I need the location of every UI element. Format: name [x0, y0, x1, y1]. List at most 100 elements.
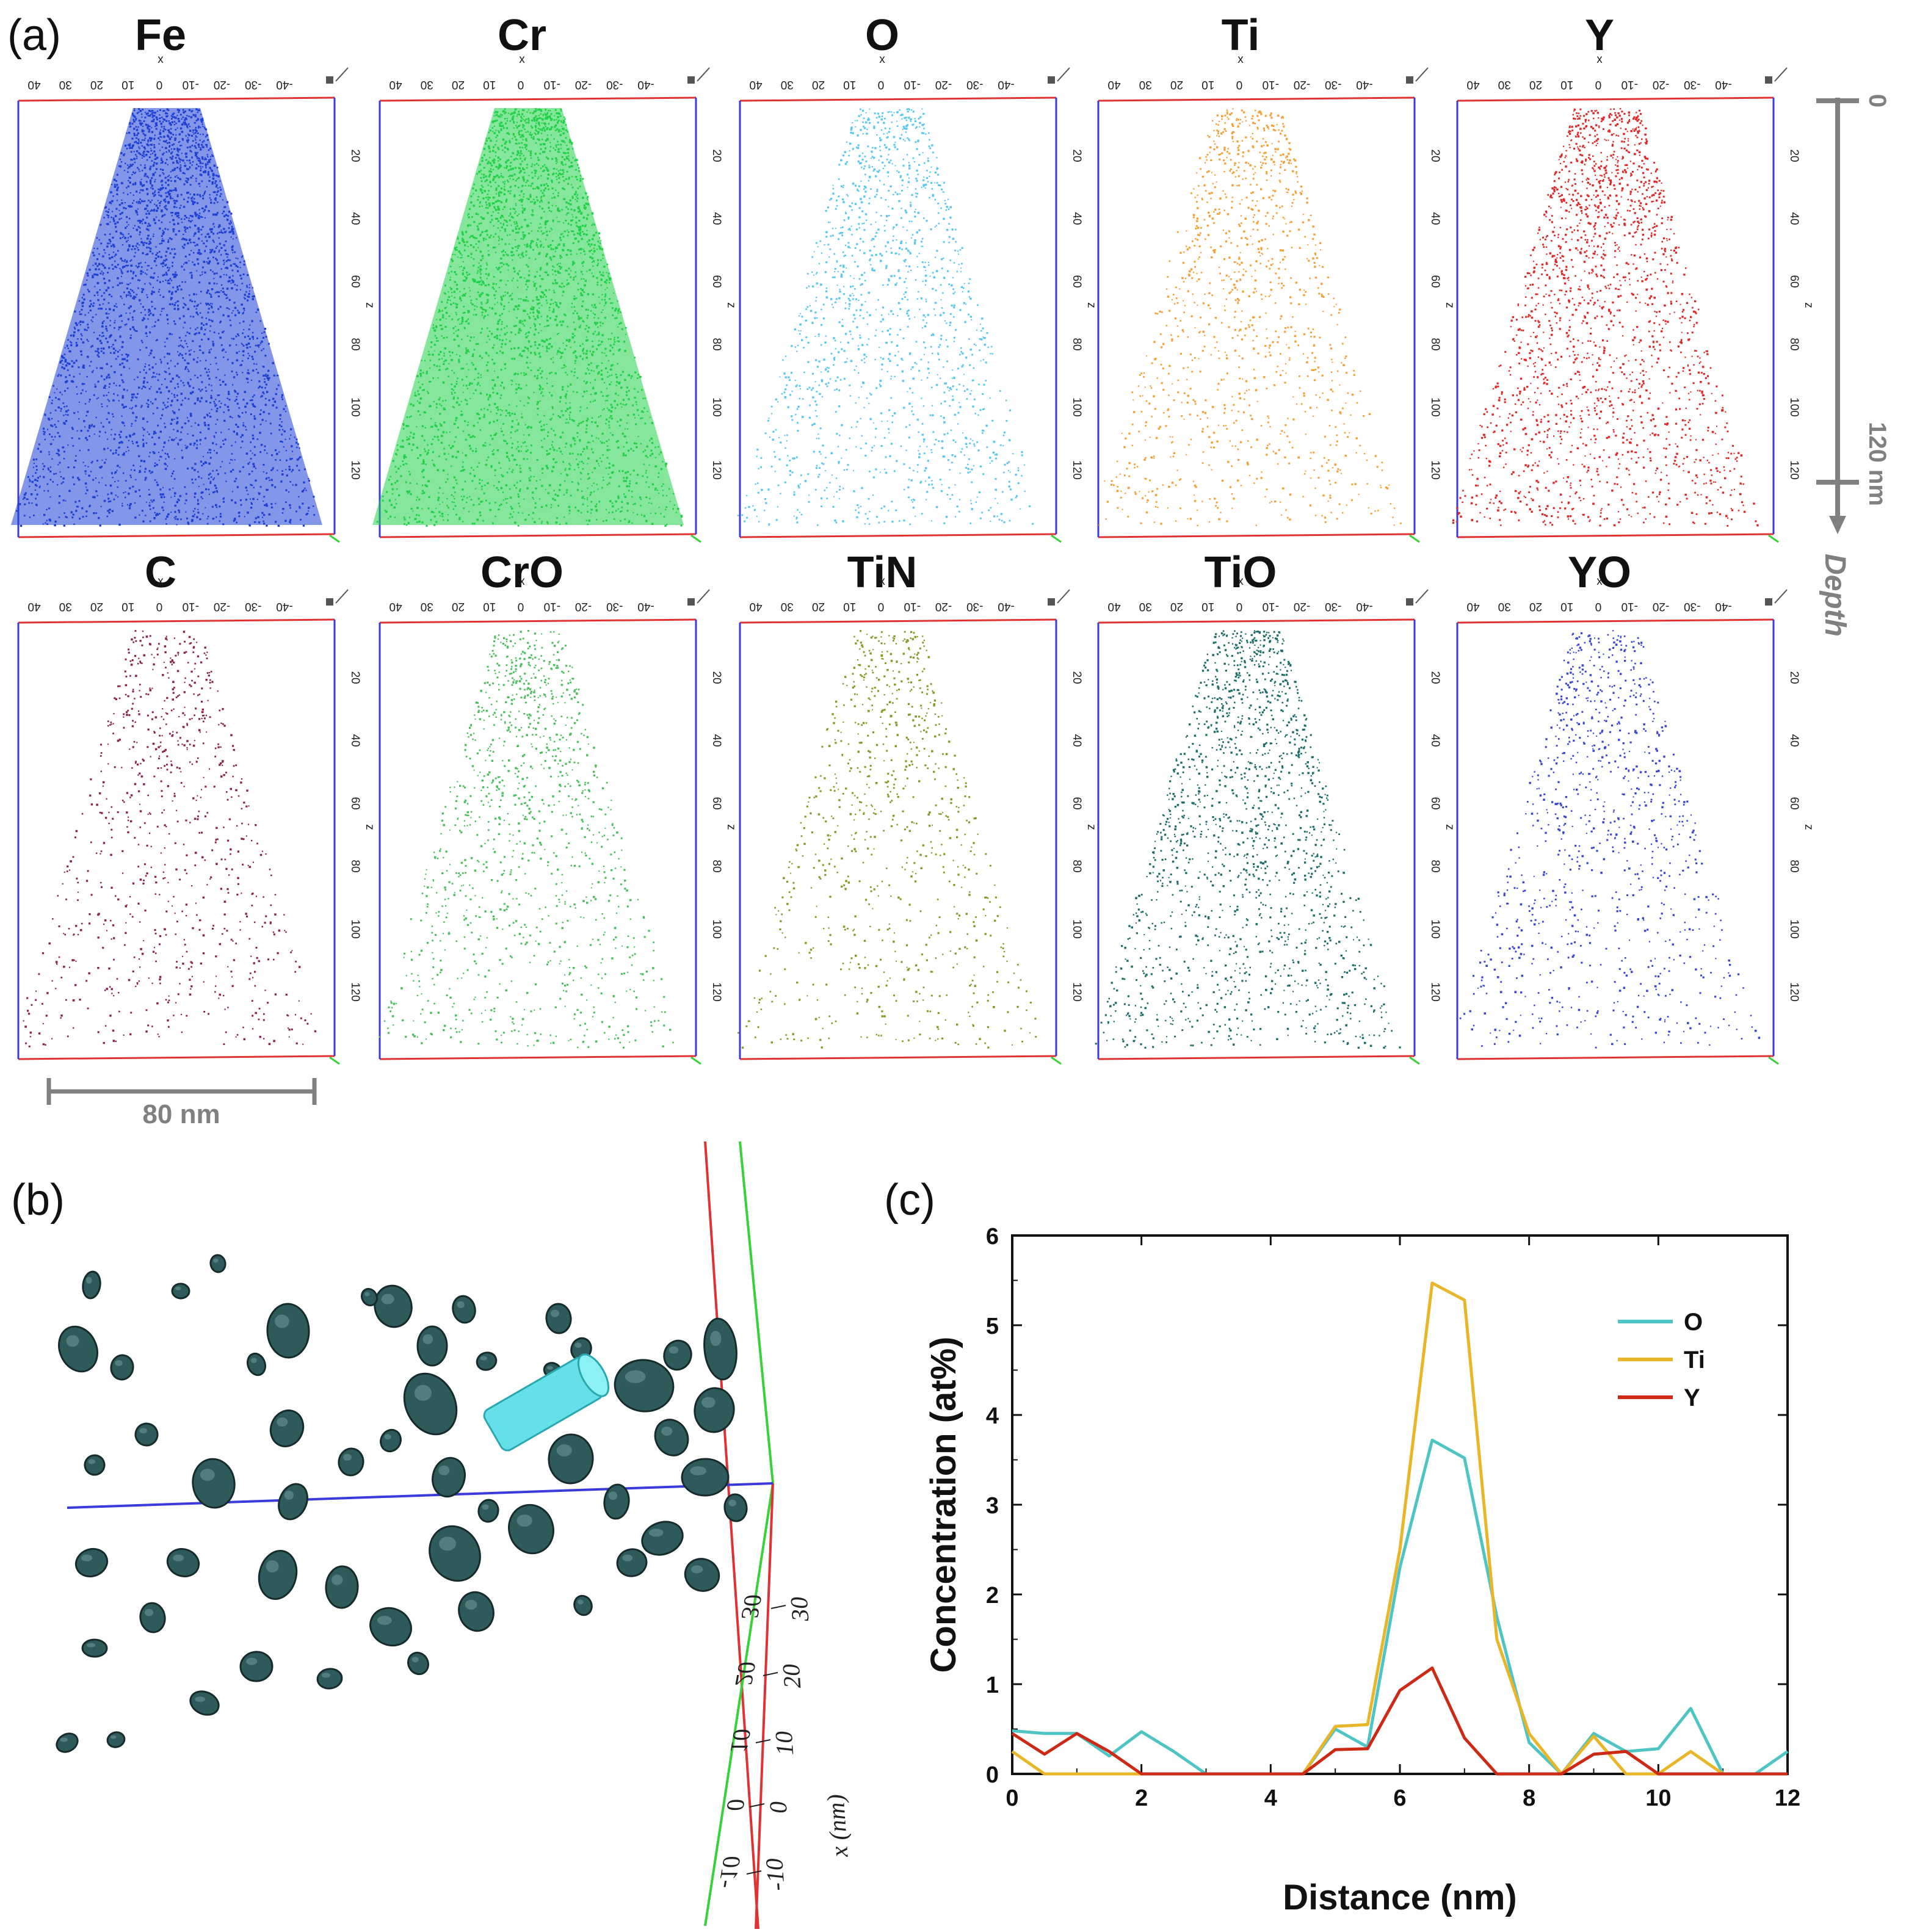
x-tick: -40 — [1356, 600, 1372, 613]
z-axis-letter: z — [725, 302, 737, 308]
legend-label: O — [1684, 1309, 1703, 1336]
cluster — [266, 1303, 310, 1359]
z-axis-letter: z — [1802, 302, 1815, 308]
x-tick: 40 — [1466, 600, 1479, 613]
x-axis-letter: x — [1596, 53, 1603, 66]
x-tick: -20 — [935, 78, 952, 91]
cluster — [316, 1668, 343, 1690]
x-tick: 30 — [781, 600, 794, 613]
z-tick: 80 — [1070, 859, 1083, 872]
panel-b-tick: 20 — [777, 1663, 806, 1689]
y-tick-label: 0 — [986, 1762, 999, 1788]
x-tick: -20 — [1294, 78, 1310, 91]
cluster — [81, 1638, 108, 1658]
cluster — [548, 1433, 594, 1485]
x-tick: 40 — [27, 78, 40, 91]
z-tick: 100 — [1429, 397, 1441, 417]
x-tick: 30 — [59, 600, 72, 613]
x-tick: 40 — [1107, 600, 1120, 613]
x-tick: -20 — [935, 600, 952, 613]
z-tick: 80 — [710, 338, 723, 350]
selection-cylinder — [483, 1353, 610, 1452]
x-tick: -10 — [544, 600, 560, 613]
element-title: Ti — [1222, 11, 1260, 60]
x-tick: -20 — [575, 78, 592, 91]
z-tick: 60 — [349, 797, 361, 809]
panel-b-tick: 30 — [785, 1596, 814, 1623]
atom-cloud — [1459, 630, 1761, 1049]
x-tick: 10 — [1201, 600, 1214, 613]
x-tick: -10 — [183, 78, 199, 91]
z-tick: 120 — [1070, 982, 1083, 1002]
x-tick: -20 — [575, 600, 592, 613]
x-tick: -40 — [1715, 78, 1731, 91]
z-tick: 120 — [1429, 982, 1441, 1002]
z-tick: 120 — [349, 460, 361, 480]
x-tick: -40 — [276, 78, 292, 91]
x-tick: 10 — [483, 78, 496, 91]
y-tick-label: 1 — [986, 1673, 999, 1698]
x-tick: 10 — [121, 78, 134, 91]
x-tick: -10 — [1622, 600, 1638, 613]
element-title: TiO — [1205, 548, 1277, 597]
x-tick: 20 — [90, 600, 103, 613]
panel-b-tick: -10 — [760, 1858, 790, 1892]
z-tick: 100 — [1788, 397, 1800, 417]
isosurface-reconstruction: -10 0 10 20 30 -10 0 10 20 30 x (nm) — [56, 1141, 853, 1930]
atom-cloud — [372, 108, 684, 527]
x-tick: -10 — [1263, 600, 1279, 613]
depth-label: Depth — [1819, 554, 1851, 637]
panel-b-mirrored-tick: 20 — [730, 1660, 761, 1688]
x-tick: -10 — [1622, 78, 1638, 91]
x-tick: -30 — [1325, 78, 1341, 91]
cluster — [278, 1483, 308, 1521]
scale-bar-label: 80 nm — [142, 1099, 220, 1129]
atom-cloud — [1095, 630, 1401, 1049]
z-tick: 20 — [1070, 671, 1083, 684]
z-tick: 100 — [1070, 397, 1083, 417]
cluster — [545, 1303, 572, 1334]
panel-label-a: (a) — [7, 11, 61, 60]
x-tick: -30 — [966, 78, 983, 91]
atom-cloud — [379, 630, 674, 1049]
cluster — [171, 1283, 190, 1300]
cluster — [139, 1602, 166, 1634]
cluster — [380, 1428, 402, 1453]
series-line-o — [1012, 1438, 1789, 1776]
cluster — [407, 1651, 429, 1676]
panel-b-mirrored-tick: 30 — [736, 1593, 767, 1622]
x-tick: -40 — [998, 600, 1014, 613]
z-tick: 80 — [349, 338, 361, 350]
x-tick: 20 — [452, 78, 465, 91]
cluster — [58, 1325, 98, 1373]
x-tick: -30 — [606, 600, 623, 613]
x-tick-label: 2 — [1135, 1785, 1148, 1811]
x-tick: -30 — [245, 78, 261, 91]
cluster — [681, 1458, 730, 1497]
x-tick: 20 — [812, 600, 825, 613]
element-title: O — [865, 11, 899, 60]
z-tick: 100 — [349, 397, 361, 417]
depth-top-label: 0 — [1864, 94, 1891, 107]
z-axis-letter: z — [363, 824, 376, 830]
z-tick: 20 — [710, 149, 723, 162]
depth-bottom-label: 120 nm — [1864, 422, 1891, 506]
panel-label-c: (c) — [884, 1176, 935, 1225]
cluster — [723, 1493, 748, 1522]
x-tick: 0 — [878, 600, 885, 613]
scale-bar: 80 nm — [46, 1078, 317, 1129]
x-tick: 0 — [518, 78, 524, 91]
x-tick: -40 — [1715, 600, 1731, 613]
panel-b-mirrored-tick: 0 — [721, 1797, 750, 1814]
x-tick: -40 — [1356, 78, 1372, 91]
x-tick-label: 4 — [1264, 1785, 1277, 1811]
cluster — [106, 1731, 126, 1748]
x-tick: 30 — [1139, 78, 1152, 91]
y-tick-label: 6 — [986, 1224, 999, 1250]
z-tick: 60 — [1788, 275, 1800, 288]
x-tick: -30 — [606, 78, 623, 91]
atom-cloud — [1098, 108, 1402, 526]
